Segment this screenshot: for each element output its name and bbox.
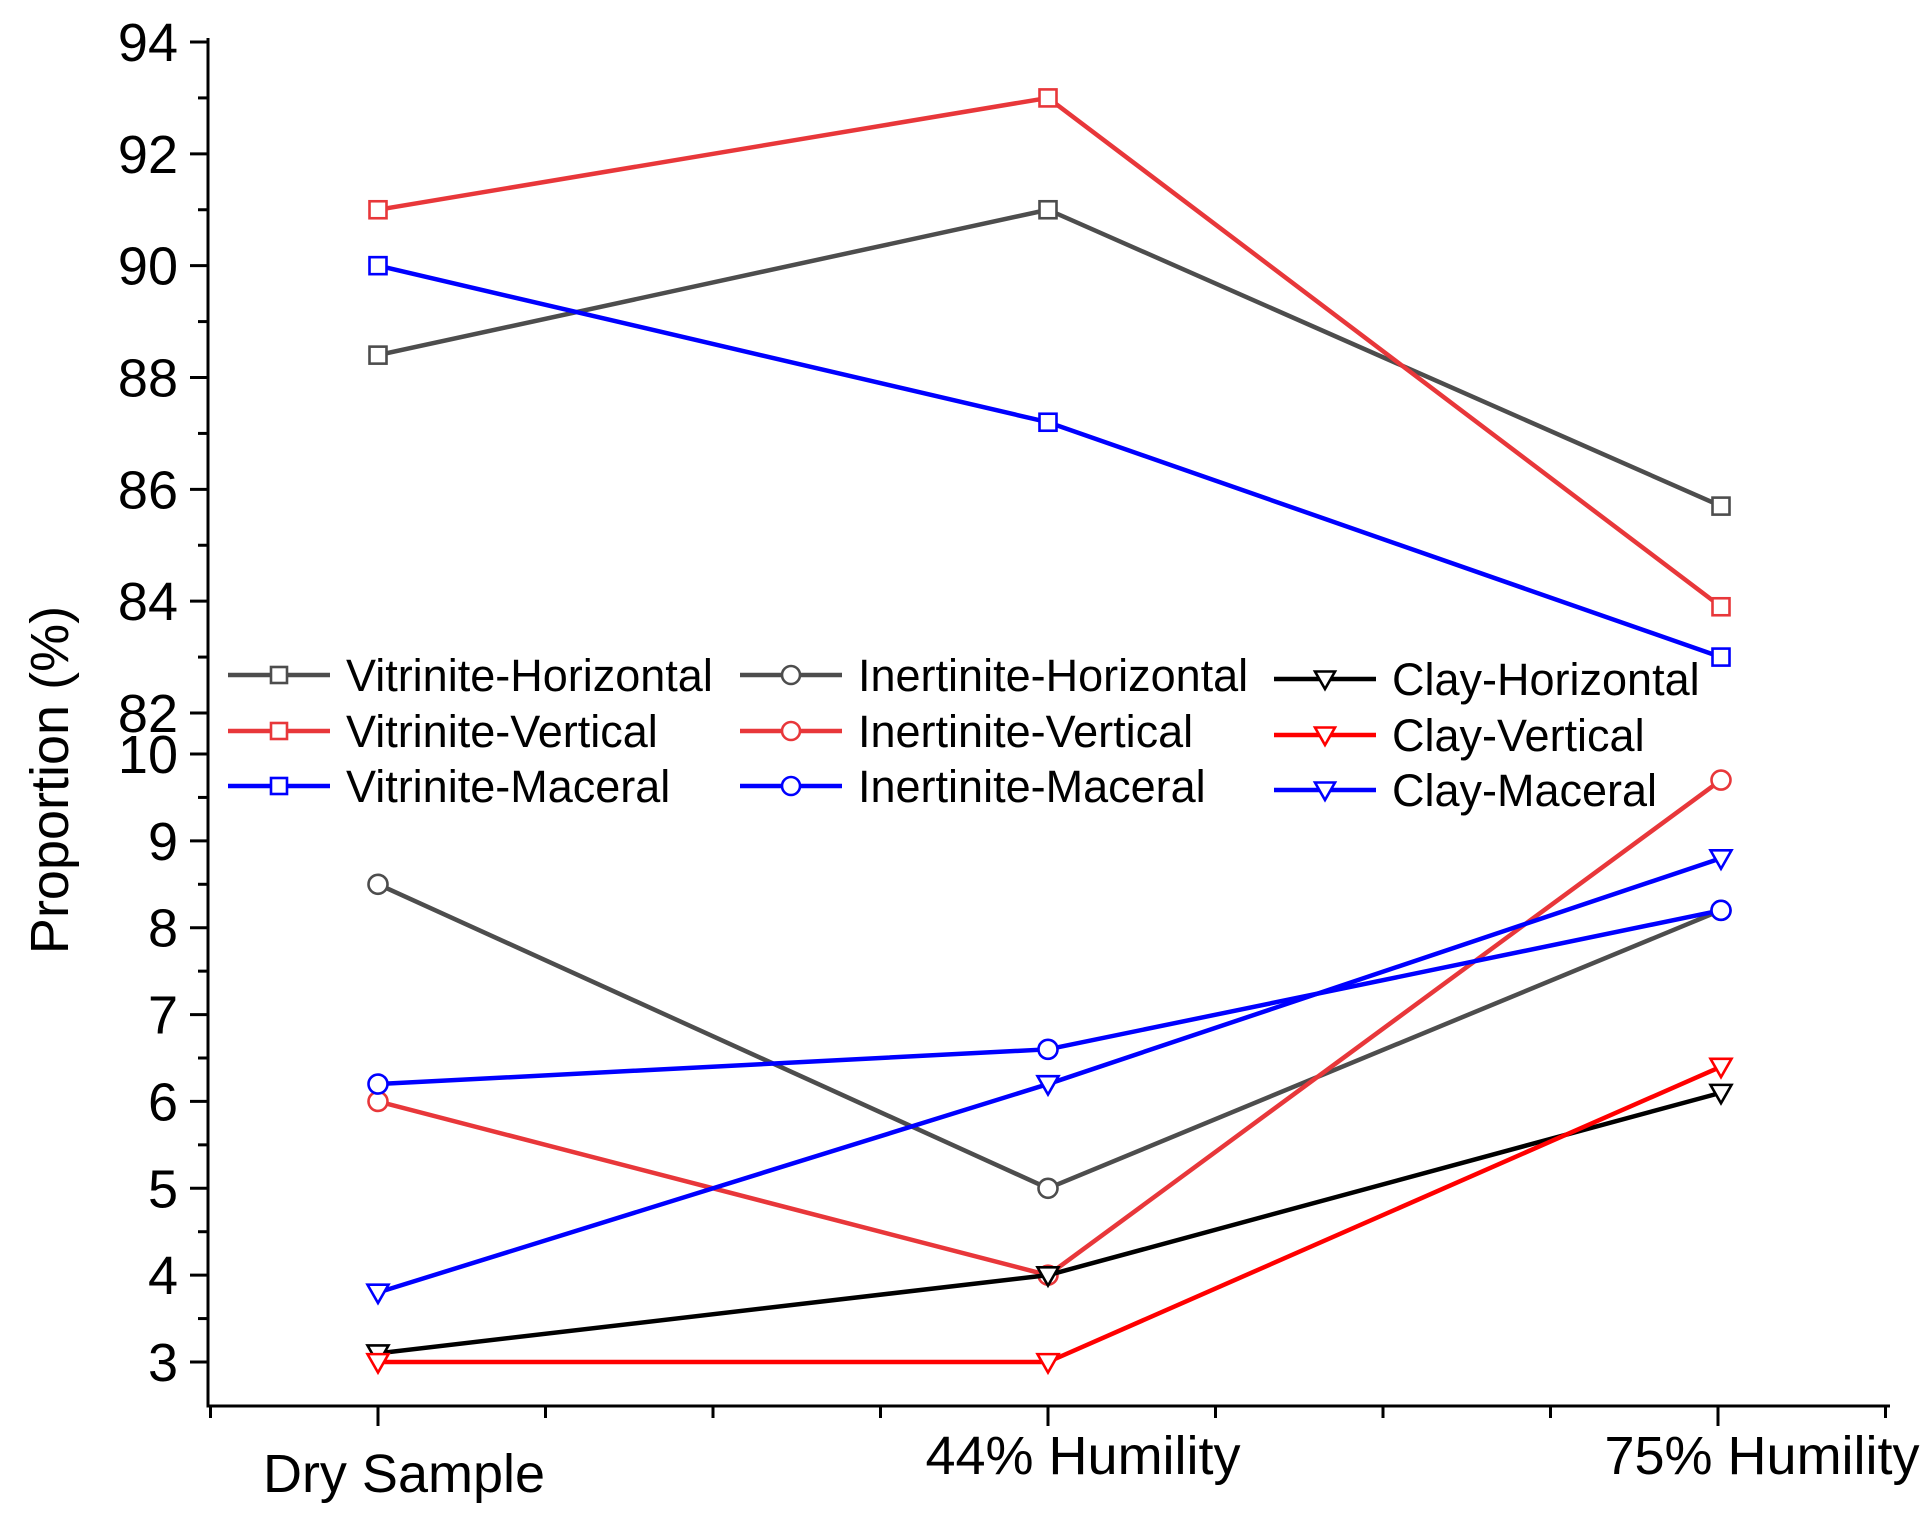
data-point xyxy=(1035,1074,1061,1098)
legend-marker xyxy=(1312,670,1338,692)
data-point xyxy=(1710,899,1732,922)
legend-label: Clay-Maceral xyxy=(1392,765,1657,816)
data-point xyxy=(1038,412,1058,433)
series-line xyxy=(377,207,1722,509)
data-point xyxy=(1035,1352,1061,1376)
data-point xyxy=(1711,496,1731,516)
y-tick-label-lower: 8 xyxy=(148,899,178,959)
legend-item: Clay-Vertical xyxy=(1274,710,1645,761)
x-tick-label: 44% Humility xyxy=(925,1426,1240,1486)
series-inertinite-maceral xyxy=(367,899,1732,1095)
y-tick-label-upper: 82 xyxy=(118,684,178,744)
axes: 82 84 86 88 90 92 94 3 4 5 6 7 8 9 10 Dry Sample 44% Hum… xyxy=(118,13,1920,1504)
legend-marker xyxy=(1312,726,1338,748)
data-point xyxy=(1711,647,1731,667)
series-vitrinite-maceral xyxy=(368,255,1731,667)
data-point xyxy=(367,873,389,896)
data-point xyxy=(1710,769,1732,791)
legend-marker xyxy=(780,664,802,686)
y-tick-label-upper: 92 xyxy=(118,125,178,185)
y-tick-label-upper: 90 xyxy=(118,237,178,297)
y-tick-label-upper: 84 xyxy=(118,572,178,632)
legend-label: Inertinite-Vertical xyxy=(858,706,1193,757)
legend-item: Inertinite-Horizontal xyxy=(740,650,1248,701)
y-tick-label-lower: 4 xyxy=(148,1246,178,1306)
data-point xyxy=(368,345,388,365)
data-point xyxy=(368,199,388,220)
data-point xyxy=(368,255,388,276)
legend-item: Vitrinite-Vertical xyxy=(228,706,658,757)
series-line xyxy=(377,95,1723,609)
y-tick-label-upper: 94 xyxy=(118,13,178,73)
y-tick-label-lower: 10 xyxy=(118,725,178,785)
data-point xyxy=(365,1283,391,1306)
data-point xyxy=(1037,1177,1059,1200)
legend-label: Clay-Horizontal xyxy=(1392,654,1700,705)
x-tick-label: 75% Humility xyxy=(1604,1426,1919,1486)
series-clay-horizontal xyxy=(365,1083,1734,1367)
series-line xyxy=(377,263,1722,660)
legend-item: Vitrinite-Horizontal xyxy=(228,650,713,701)
legend-label: Vitrinite-Horizontal xyxy=(346,650,713,701)
data-point xyxy=(1708,1057,1734,1080)
legend-marker xyxy=(269,776,289,796)
series-clay-maceral xyxy=(365,849,1734,1306)
data-point xyxy=(1038,88,1058,108)
series-layer xyxy=(365,88,1734,1376)
legend-marker xyxy=(269,721,289,741)
y-tick-label-lower: 5 xyxy=(148,1159,178,1219)
series-line xyxy=(377,778,1723,1278)
legend-marker xyxy=(780,775,802,797)
legend-marker xyxy=(780,720,802,742)
legend-item: Clay-Horizontal xyxy=(1274,654,1700,705)
data-point xyxy=(1038,199,1058,220)
data-point xyxy=(1708,1083,1734,1106)
series-clay-vertical xyxy=(365,1057,1734,1376)
legend-item: Inertinite-Vertical xyxy=(740,706,1193,757)
series-vitrinite-vertical xyxy=(368,88,1731,617)
series-inertinite-vertical xyxy=(367,769,1732,1286)
data-point xyxy=(1037,1038,1059,1061)
legend-item: Inertinite-Maceral xyxy=(740,761,1206,812)
series-line xyxy=(377,1090,1722,1356)
y-tick-label-upper: 88 xyxy=(118,349,178,409)
legend-label: Vitrinite-Vertical xyxy=(346,706,658,757)
y-tick-label-lower: 6 xyxy=(148,1072,178,1132)
data-point xyxy=(1711,596,1731,617)
y-tick-label-lower: 7 xyxy=(148,986,178,1046)
legend-marker xyxy=(1312,781,1338,803)
y-tick-label-upper: 86 xyxy=(118,460,178,520)
data-point xyxy=(1708,849,1734,872)
legend-item: Vitrinite-Maceral xyxy=(228,761,670,812)
data-point xyxy=(365,1352,391,1376)
y-axis-title: Proportion (%) xyxy=(20,606,80,954)
series-vitrinite-horizontal xyxy=(368,199,1731,516)
series-line xyxy=(378,1064,1722,1365)
data-point xyxy=(1035,1265,1061,1289)
x-tick-label: Dry Sample xyxy=(263,1444,545,1504)
y-tick-label-lower: 9 xyxy=(148,812,178,872)
legend-label: Clay-Vertical xyxy=(1392,710,1645,761)
y-tick-label-lower: 3 xyxy=(148,1333,178,1393)
legend-label: Vitrinite-Maceral xyxy=(346,761,670,812)
legend-marker xyxy=(269,665,289,685)
legend-label: Inertinite-Horizontal xyxy=(858,650,1248,701)
data-point xyxy=(367,1073,389,1095)
legend: Vitrinite-HorizontalVitrinite-VerticalVi… xyxy=(228,650,1700,816)
legend-item: Clay-Maceral xyxy=(1274,765,1657,816)
legend-label: Inertinite-Maceral xyxy=(858,761,1206,812)
